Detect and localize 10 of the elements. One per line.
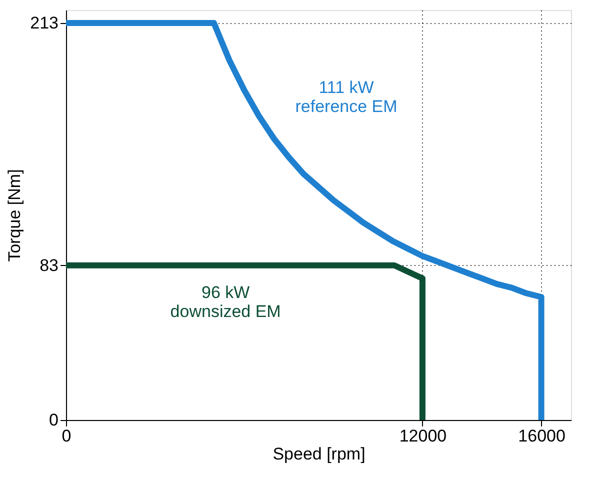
x-tick-label: 16000 bbox=[518, 426, 566, 446]
y-tick-label: 0 bbox=[49, 410, 58, 430]
x-tick-label: 12000 bbox=[399, 426, 447, 446]
x-axis-title: Speed [rpm] bbox=[272, 444, 366, 464]
x-tick-label: 0 bbox=[62, 426, 72, 446]
annotation: 111 kW reference EM bbox=[295, 78, 398, 116]
y-tick-label: 83 bbox=[40, 256, 58, 275]
annotation: 96 kW downsized EM bbox=[170, 282, 281, 321]
y-axis-title: Torque [Nm] bbox=[5, 169, 24, 262]
y-tick-label: 213 bbox=[30, 14, 58, 33]
